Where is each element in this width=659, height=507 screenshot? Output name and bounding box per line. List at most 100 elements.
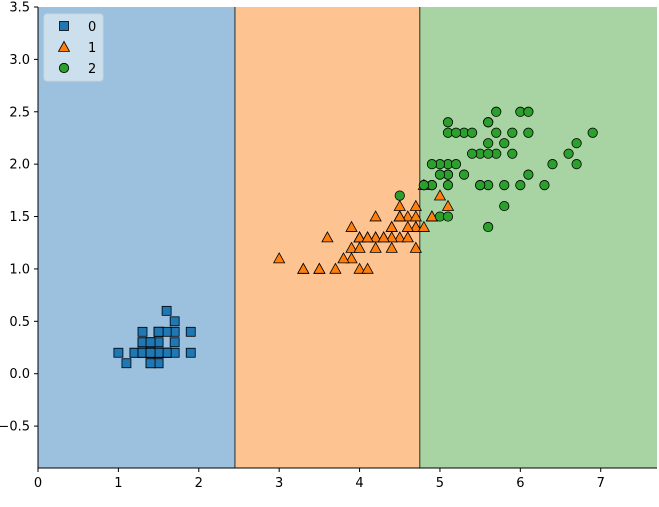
point-class-0 bbox=[113, 347, 124, 358]
point-class-2 bbox=[571, 138, 582, 149]
point-class-1 bbox=[313, 262, 326, 274]
point-class-2 bbox=[450, 159, 462, 170]
point-class-1 bbox=[409, 241, 423, 253]
point-class-1 bbox=[321, 231, 334, 243]
point-class-1 bbox=[409, 210, 423, 222]
point-class-2 bbox=[507, 148, 518, 159]
point-class-1 bbox=[337, 252, 350, 264]
point-class-1 bbox=[433, 189, 447, 201]
point-class-2 bbox=[442, 117, 454, 128]
point-class-2 bbox=[547, 159, 558, 170]
point-class-1 bbox=[401, 220, 414, 232]
y-tick-label: 1.0 bbox=[9, 262, 30, 277]
point-class-1 bbox=[401, 231, 414, 243]
point-class-2 bbox=[499, 180, 510, 191]
point-class-1 bbox=[385, 241, 398, 253]
point-class-2 bbox=[483, 117, 494, 128]
point-class-2 bbox=[475, 180, 486, 191]
point-class-1 bbox=[369, 241, 382, 253]
point-class-1 bbox=[425, 210, 439, 222]
x-tick-label: 0 bbox=[34, 476, 42, 491]
legend-marker-0 bbox=[59, 21, 69, 31]
point-class-1 bbox=[353, 241, 366, 253]
point-class-1 bbox=[369, 231, 382, 243]
legend-label: 2 bbox=[88, 62, 96, 77]
point-class-2 bbox=[467, 127, 478, 138]
point-class-2 bbox=[523, 127, 534, 138]
x-tick-label: 2 bbox=[195, 476, 203, 491]
point-class-1 bbox=[272, 252, 286, 264]
point-class-2 bbox=[491, 106, 502, 117]
point-class-0 bbox=[153, 326, 164, 337]
point-class-1 bbox=[369, 210, 382, 222]
point-class-0 bbox=[169, 316, 180, 327]
point-class-1 bbox=[353, 262, 366, 274]
point-class-1 bbox=[377, 231, 390, 243]
point-class-0 bbox=[161, 305, 172, 316]
point-class-1 bbox=[361, 231, 374, 243]
point-class-2 bbox=[467, 148, 478, 159]
point-class-1 bbox=[361, 262, 374, 274]
x-tick-label: 7 bbox=[597, 476, 605, 491]
point-class-2 bbox=[523, 106, 534, 117]
point-class-2 bbox=[483, 148, 494, 159]
point-class-2 bbox=[539, 180, 550, 191]
point-class-0 bbox=[137, 326, 148, 337]
point-class-2 bbox=[571, 159, 582, 170]
point-class-1 bbox=[393, 199, 406, 211]
point-class-2 bbox=[563, 148, 574, 159]
point-class-2 bbox=[491, 127, 502, 138]
point-class-1 bbox=[345, 241, 358, 253]
x-tick-label: 4 bbox=[355, 476, 363, 491]
legend-marker-2 bbox=[58, 62, 70, 74]
point-class-0 bbox=[121, 358, 132, 369]
point-class-2 bbox=[458, 169, 470, 180]
point-class-2 bbox=[450, 127, 462, 138]
point-class-2 bbox=[499, 138, 510, 149]
y-tick-label: 3.0 bbox=[9, 53, 30, 68]
point-class-2 bbox=[442, 180, 454, 191]
point-class-1 bbox=[329, 262, 342, 274]
point-class-1 bbox=[441, 199, 455, 211]
y-tick-label: 2.0 bbox=[9, 158, 30, 173]
x-tick-label: 6 bbox=[516, 476, 524, 491]
region-class-0 bbox=[38, 7, 235, 468]
point-class-0 bbox=[169, 337, 180, 348]
legend-label: 1 bbox=[88, 41, 96, 56]
legend-box bbox=[43, 13, 104, 82]
point-class-2 bbox=[499, 200, 510, 212]
point-class-2 bbox=[394, 190, 405, 201]
point-class-0 bbox=[145, 347, 156, 358]
point-class-2 bbox=[523, 169, 534, 180]
point-class-1 bbox=[345, 220, 358, 232]
point-class-1 bbox=[393, 231, 406, 243]
y-tick-label: 0.0 bbox=[9, 367, 30, 382]
point-class-1 bbox=[409, 220, 423, 232]
point-class-0 bbox=[185, 347, 196, 358]
y-tick-label: 1.5 bbox=[9, 210, 30, 225]
point-class-2 bbox=[434, 169, 446, 180]
point-class-2 bbox=[483, 221, 494, 233]
x-tick-label: 5 bbox=[436, 476, 444, 491]
point-class-1 bbox=[417, 220, 431, 232]
point-class-1 bbox=[297, 262, 310, 274]
decision-boundaries bbox=[234, 7, 421, 468]
point-class-2 bbox=[418, 180, 429, 191]
axes: 0 1 2 3 4 5 6 7 −0.5 0.0 0.5 1.0 1.5 2.0 2.5 3.0 3.5 bbox=[0, 1, 657, 491]
region-class-2 bbox=[419, 7, 657, 468]
point-class-2 bbox=[426, 159, 438, 170]
point-class-1 bbox=[393, 210, 406, 222]
point-class-0 bbox=[145, 337, 156, 348]
point-class-2 bbox=[515, 180, 526, 191]
legend-marker-1 bbox=[57, 40, 71, 52]
y-tick-label: −0.5 bbox=[0, 420, 30, 435]
point-class-2 bbox=[483, 138, 494, 149]
x-tick-label: 1 bbox=[114, 476, 122, 491]
legend-label: 0 bbox=[88, 20, 96, 35]
y-tick-label: 3.5 bbox=[9, 1, 30, 16]
point-class-0 bbox=[145, 358, 156, 369]
decision-regions bbox=[38, 7, 657, 468]
point-class-2 bbox=[507, 127, 518, 138]
point-class-0 bbox=[185, 326, 196, 337]
